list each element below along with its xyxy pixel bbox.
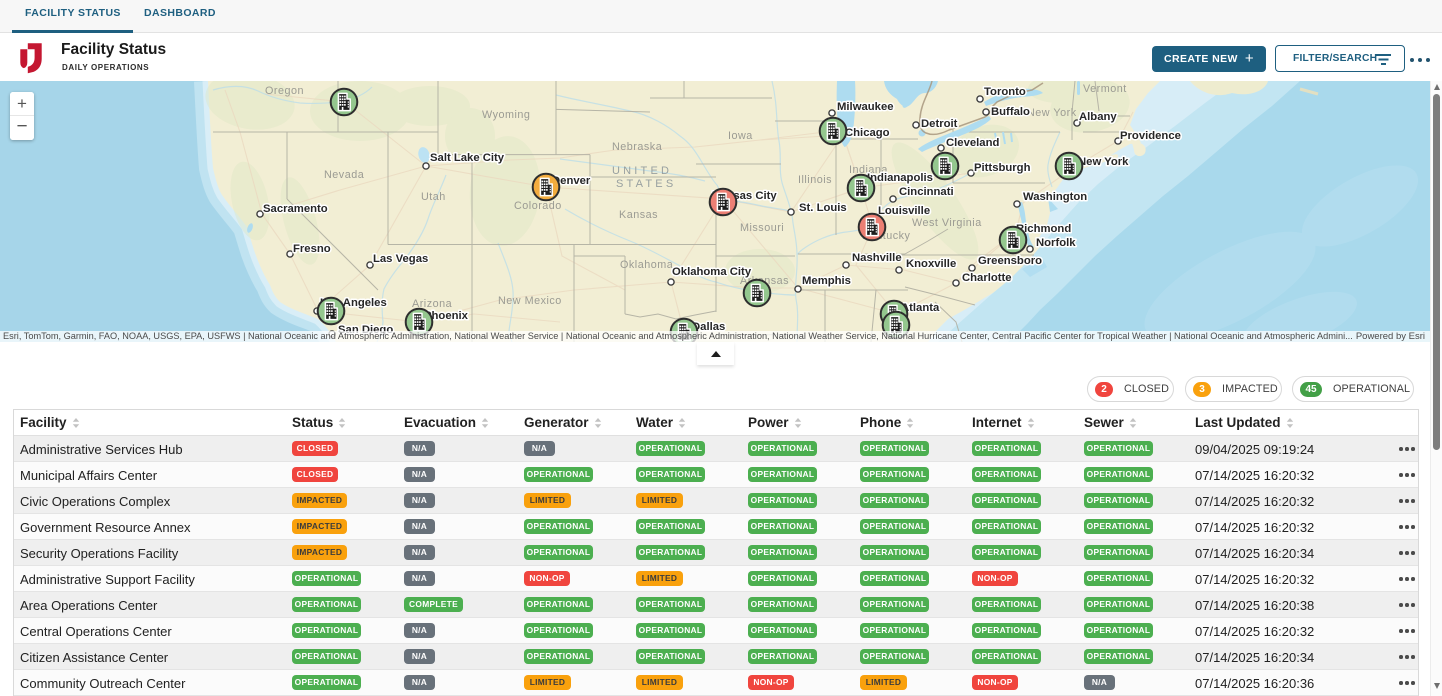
svg-text:Iowa: Iowa bbox=[728, 130, 753, 142]
svg-text:Indianapolis: Indianapolis bbox=[867, 172, 933, 184]
svg-text:Memphis: Memphis bbox=[802, 275, 851, 287]
svg-text:Nashville: Nashville bbox=[852, 252, 902, 264]
svg-text:Albany: Albany bbox=[1079, 111, 1117, 123]
svg-text:Nevada: Nevada bbox=[324, 169, 364, 181]
svg-text:Milwaukee: Milwaukee bbox=[837, 101, 894, 113]
svg-text:UNITED: UNITED bbox=[612, 165, 672, 177]
svg-text:Kansas: Kansas bbox=[619, 209, 658, 221]
svg-text:Louisville: Louisville bbox=[878, 205, 930, 217]
svg-text:STATES: STATES bbox=[616, 178, 676, 190]
svg-text:Las Vegas: Las Vegas bbox=[373, 253, 428, 265]
svg-text:Sacramento: Sacramento bbox=[263, 203, 328, 215]
svg-text:St. Louis: St. Louis bbox=[799, 202, 847, 214]
svg-text:Dallas: Dallas bbox=[692, 321, 725, 333]
svg-text:New York: New York bbox=[1027, 107, 1077, 119]
svg-text:Buffalo: Buffalo bbox=[991, 106, 1030, 118]
svg-text:Oregon: Oregon bbox=[265, 85, 304, 97]
svg-text:Detroit: Detroit bbox=[921, 118, 958, 130]
svg-text:Nebraska: Nebraska bbox=[612, 141, 662, 153]
svg-text:Chicago: Chicago bbox=[845, 127, 890, 139]
svg-text:Cincinnati: Cincinnati bbox=[899, 186, 954, 198]
svg-text:New Mexico: New Mexico bbox=[498, 295, 562, 307]
svg-text:Greensboro: Greensboro bbox=[978, 255, 1042, 267]
svg-text:Cleveland: Cleveland bbox=[946, 137, 999, 149]
svg-text:Illinois: Illinois bbox=[798, 174, 832, 186]
svg-text:Oklahoma City: Oklahoma City bbox=[672, 266, 752, 278]
svg-text:Missouri: Missouri bbox=[740, 222, 784, 234]
svg-text:Utah: Utah bbox=[421, 191, 446, 203]
svg-text:Wyoming: Wyoming bbox=[482, 109, 530, 121]
svg-text:Toronto: Toronto bbox=[984, 86, 1026, 98]
svg-text:New York: New York bbox=[1078, 156, 1129, 168]
svg-text:Charlotte: Charlotte bbox=[962, 272, 1012, 284]
svg-text:Providence: Providence bbox=[1120, 130, 1181, 142]
svg-text:Phoenix: Phoenix bbox=[424, 310, 469, 322]
svg-text:Indiana: Indiana bbox=[849, 164, 888, 176]
svg-text:Colorado: Colorado bbox=[514, 200, 562, 212]
svg-text:Knoxville: Knoxville bbox=[906, 258, 956, 270]
svg-text:West Virginia: West Virginia bbox=[912, 217, 982, 229]
svg-text:Denver: Denver bbox=[552, 175, 591, 187]
svg-text:Norfolk: Norfolk bbox=[1036, 237, 1076, 249]
svg-text:Atlanta: Atlanta bbox=[901, 302, 940, 314]
svg-text:Washington: Washington bbox=[1023, 191, 1087, 203]
svg-text:Arizona: Arizona bbox=[412, 298, 452, 310]
svg-text:Salt Lake City: Salt Lake City bbox=[430, 152, 505, 164]
svg-text:Pittsburgh: Pittsburgh bbox=[974, 162, 1031, 174]
svg-text:Richmond: Richmond bbox=[1016, 223, 1071, 235]
svg-text:Fresno: Fresno bbox=[293, 243, 331, 255]
svg-text:Oklahoma: Oklahoma bbox=[620, 259, 673, 271]
svg-text:Vermont: Vermont bbox=[1083, 83, 1127, 95]
